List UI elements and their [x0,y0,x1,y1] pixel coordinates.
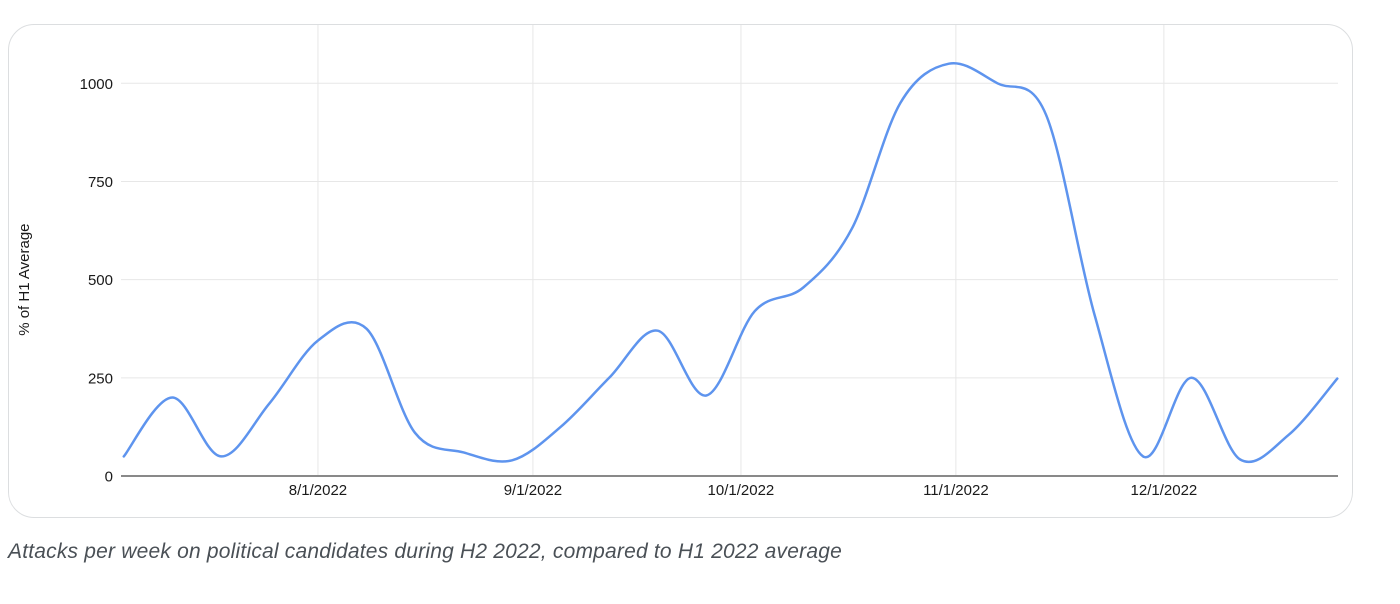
y-tick-label: 0 [105,469,113,486]
y-tick-label: 750 [88,174,113,191]
chart-card: 0 250 500 750 1000 8/1/2022 9/1/2022 10/1/2022 1… [8,24,1353,518]
x-tick-label: 11/1/2022 [923,482,989,499]
x-tick-label: 12/1/2022 [1131,482,1198,499]
x-tick-label: 10/1/2022 [708,482,775,499]
line-chart: 0 250 500 750 1000 8/1/2022 9/1/2022 10/1/2022 1… [16,25,1339,499]
y-axis-title: % of H1 Average [16,224,33,336]
x-tick-label: 9/1/2022 [504,482,562,499]
y-tick-label: 1000 [80,76,113,93]
y-tick-label: 250 [88,370,113,387]
y-tick-label: 500 [88,272,113,289]
x-tick-label: 8/1/2022 [289,482,347,499]
chart-caption: Attacks per week on political candidates… [8,540,842,563]
data-line [122,61,1339,464]
